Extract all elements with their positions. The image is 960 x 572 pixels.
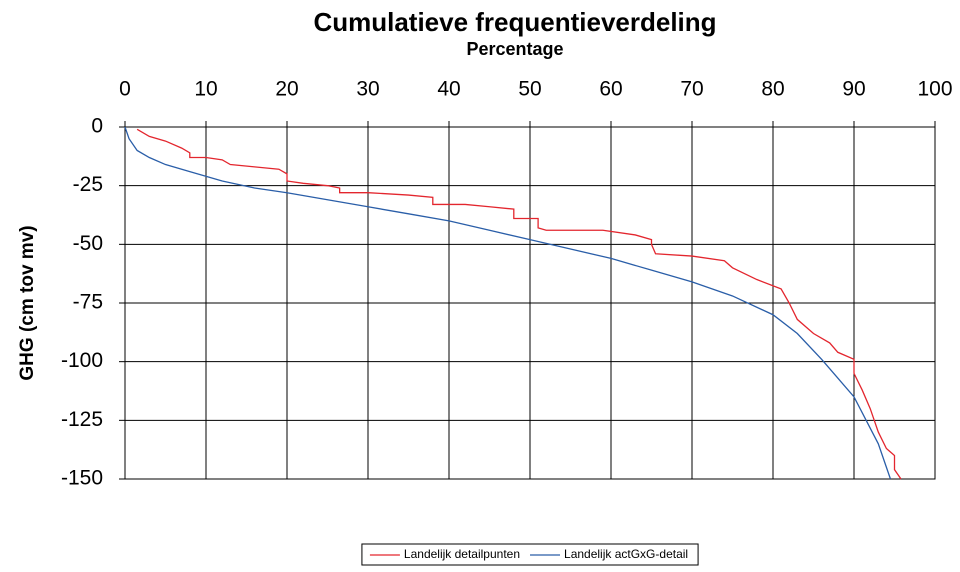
series-line xyxy=(136,128,902,480)
y-tick-label: -25 xyxy=(73,173,103,196)
y-tick-label: -50 xyxy=(73,232,103,255)
x-tick-label: 10 xyxy=(194,78,217,101)
y-tick-label: -125 xyxy=(61,408,103,431)
y-tick-label: 0 xyxy=(91,115,103,138)
x-tick-label: 50 xyxy=(518,78,541,101)
legend: Landelijk detailpunten Landelijk actGxG-d… xyxy=(361,543,699,566)
series-line xyxy=(124,126,892,480)
x-tick-label: 90 xyxy=(842,78,865,101)
y-tick-label: -100 xyxy=(61,349,103,372)
x-tick-label: 30 xyxy=(356,78,379,101)
y-axis-label: GHG (cm tov mv) xyxy=(17,225,38,380)
legend-label: Landelijk actGxG-detail xyxy=(564,547,688,561)
y-tick-label: -75 xyxy=(73,291,103,314)
legend-box xyxy=(361,543,699,566)
x-tick-label: 0 xyxy=(119,78,131,101)
x-tick-label: 70 xyxy=(680,78,703,101)
chart-title: Cumulatieve frequentieverdeling xyxy=(313,7,716,37)
x-tick-label: 60 xyxy=(599,78,622,101)
x-tick-label: 40 xyxy=(437,78,460,101)
x-tick-label: 20 xyxy=(275,78,298,101)
x-axis-label: Percentage xyxy=(466,39,563,59)
x-tick-label: 100 xyxy=(917,78,952,101)
legend-label: Landelijk detailpunten xyxy=(404,547,520,561)
x-tick-label: 80 xyxy=(761,78,784,101)
y-tick-label: -150 xyxy=(61,467,103,490)
